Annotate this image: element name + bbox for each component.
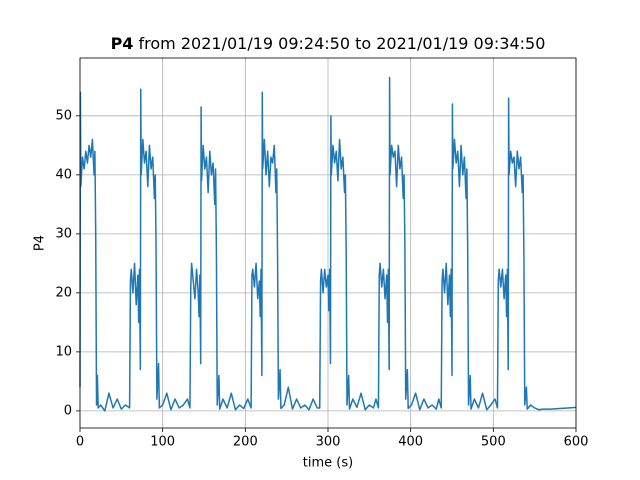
x-tick-label: 600 (564, 435, 589, 450)
y-tick-label: 20 (55, 285, 72, 300)
y-tick-label: 0 (64, 403, 72, 418)
x-axis-label: time (s) (303, 456, 353, 471)
x-tick-label: 200 (233, 435, 258, 450)
y-axis-label: P4 (33, 235, 48, 251)
x-tick-label: 0 (76, 435, 84, 450)
chart-title: P4 from 2021/01/19 09:24:50 to 2021/01/1… (111, 34, 546, 53)
x-tick-label: 300 (316, 435, 341, 450)
x-tick-label: 100 (150, 435, 175, 450)
y-tick-label: 40 (55, 167, 72, 182)
y-tick-label: 30 (55, 226, 72, 241)
y-tick-label: 50 (55, 108, 72, 123)
data-line (79, 76, 577, 412)
title-text: from 2021/01/19 09:24:50 to 2021/01/19 0… (139, 34, 546, 53)
y-tick-label: 10 (55, 344, 72, 359)
x-tick-label: 500 (481, 435, 506, 450)
x-tick-label: 400 (398, 435, 423, 450)
plot-frame (79, 57, 577, 429)
title-bold: P4 (111, 34, 134, 53)
